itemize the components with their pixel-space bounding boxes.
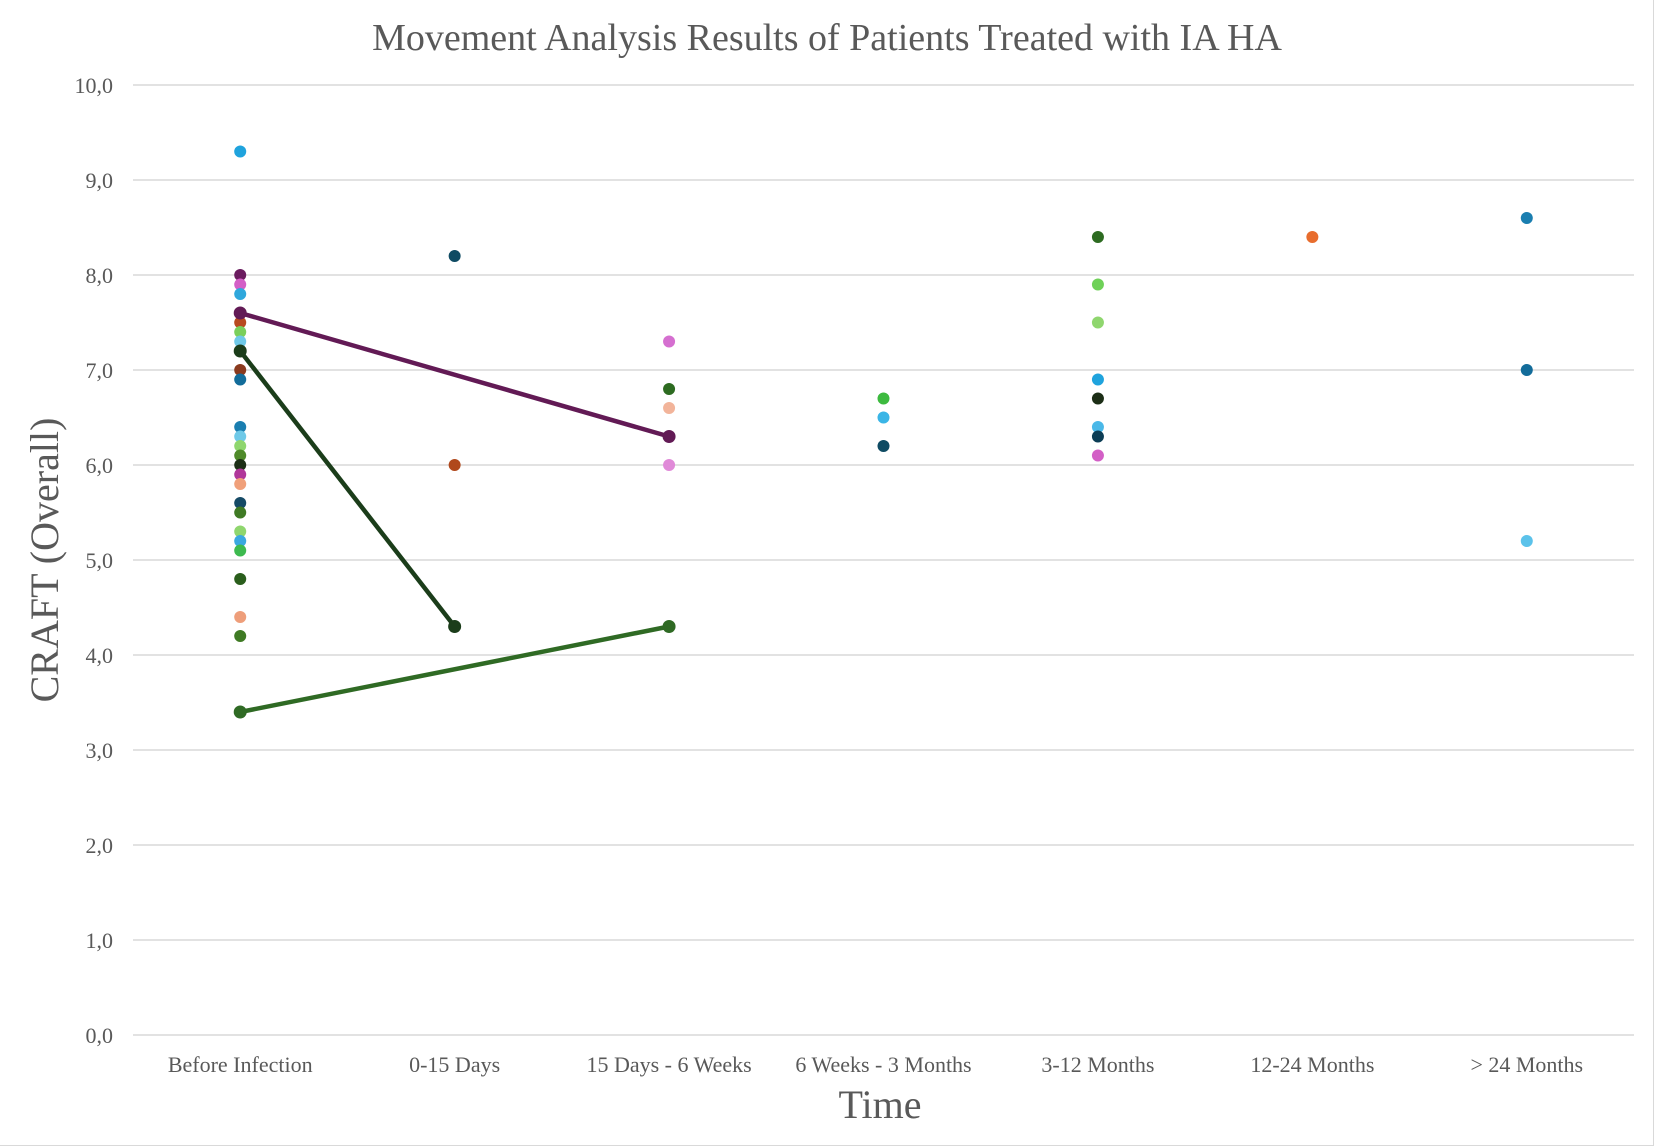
data-point — [234, 335, 247, 348]
x-tick-labels: Before Infection 0-15 Days 15 Days - 6 Wee… — [168, 1052, 1583, 1077]
x-tick-label: > 24 Months — [1470, 1052, 1583, 1077]
data-point — [234, 573, 247, 585]
y-tick-label: 7,0 — [86, 358, 114, 383]
series-line — [237, 624, 672, 715]
y-tick-label: 3,0 — [86, 738, 114, 763]
data-point — [877, 392, 890, 405]
data-point — [234, 364, 247, 376]
data-point — [234, 430, 247, 443]
data-point — [1520, 212, 1533, 224]
data-point — [234, 630, 247, 642]
data-point — [234, 373, 247, 386]
data-point — [234, 316, 247, 329]
data-point — [1306, 231, 1319, 243]
data-point — [1091, 278, 1104, 291]
x-tick-label: 3-12 Months — [1041, 1052, 1154, 1077]
y-tick-label: 10,0 — [75, 73, 114, 98]
data-point — [1091, 373, 1104, 386]
series-point — [662, 620, 676, 633]
y-tick-label: 5,0 — [86, 548, 114, 573]
data-point — [234, 326, 247, 338]
y-tick-label: 4,0 — [86, 643, 114, 668]
data-point — [234, 525, 247, 538]
series-point — [233, 306, 247, 320]
series-line — [237, 348, 457, 629]
data-point — [1091, 231, 1104, 243]
data-point — [448, 459, 461, 471]
data-points — [233, 145, 1533, 719]
y-tick-label: 9,0 — [86, 168, 114, 193]
data-point — [1091, 316, 1104, 329]
data-point — [234, 288, 247, 300]
data-point — [234, 145, 247, 158]
data-point — [1091, 392, 1104, 405]
x-tick-label: 15 Days - 6 Weeks — [586, 1052, 751, 1077]
data-point — [1091, 449, 1104, 462]
x-axis-title: Time — [838, 1082, 921, 1127]
series-point — [448, 620, 462, 633]
data-point — [1520, 364, 1533, 376]
series-point — [662, 430, 676, 443]
data-point — [234, 478, 247, 490]
data-point — [663, 402, 676, 414]
data-point — [234, 506, 247, 519]
chart-title: Movement Analysis Results of Patients Tr… — [372, 17, 1282, 59]
data-point — [663, 335, 676, 348]
series-lines — [237, 310, 672, 715]
data-point — [234, 449, 247, 462]
data-point — [234, 440, 247, 452]
series-point — [233, 705, 247, 719]
data-point — [234, 459, 247, 471]
x-tick-label: 12-24 Months — [1250, 1052, 1374, 1077]
data-point — [1091, 430, 1104, 443]
data-point — [234, 497, 247, 509]
y-tick-label: 0,0 — [86, 1023, 114, 1048]
y-tick-label: 8,0 — [86, 263, 114, 288]
gridlines — [133, 84, 1634, 1036]
data-point — [234, 421, 247, 433]
y-tick-label: 1,0 — [86, 928, 114, 953]
y-tick-label: 2,0 — [86, 833, 114, 858]
data-point — [877, 411, 890, 424]
data-point — [234, 468, 247, 481]
data-point — [234, 544, 247, 557]
data-point — [663, 459, 676, 471]
x-tick-label: Before Infection — [168, 1052, 313, 1077]
y-tick-label: 6,0 — [86, 453, 114, 478]
y-tick-labels: 0,0 1,0 2,0 3,0 4,0 5,0 6,0 7,0 8,0 9,0 10,0 — [75, 73, 114, 1048]
series-point — [233, 344, 247, 358]
y-axis-title: CRAFT (Overall) — [22, 418, 67, 703]
x-tick-label: 6 Weeks - 3 Months — [795, 1052, 971, 1077]
x-tick-label: 0-15 Days — [409, 1052, 500, 1077]
data-point — [234, 611, 247, 623]
data-point — [234, 535, 247, 547]
data-point — [1091, 421, 1104, 433]
data-point — [234, 269, 247, 281]
series-line — [237, 310, 672, 439]
data-point — [448, 250, 461, 262]
data-point — [877, 440, 890, 452]
data-point — [1520, 535, 1533, 547]
data-point — [234, 278, 247, 291]
data-point — [663, 383, 676, 395]
